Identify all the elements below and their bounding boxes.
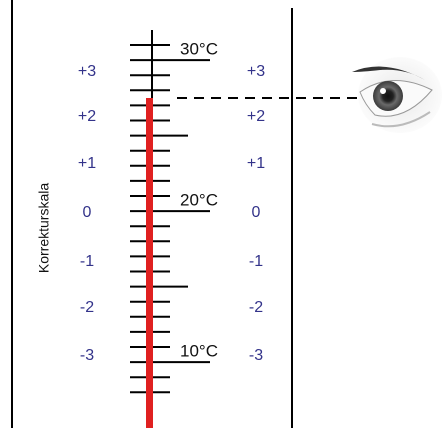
correction-label: +2 [78, 108, 96, 125]
temperature-label: 30°C [180, 39, 218, 58]
eye [352, 57, 442, 133]
diagram: Korrekturskala 30°C 20°C 10°C +3 +2 +1 0 -1 -… [0, 0, 443, 428]
correction-label: +3 [247, 63, 265, 80]
correction-label: +3 [78, 63, 96, 80]
correction-scales: +3 +2 +1 0 -1 -2 -3 +3 +2 +1 0 -1 -2 -3 [78, 63, 265, 364]
correction-label: 0 [252, 204, 261, 221]
correction-label: +1 [78, 155, 96, 172]
axis-label: Korrekturskala [36, 183, 52, 273]
mercury-column [146, 98, 153, 428]
page: Korrekturskala 30°C 20°C 10°C +3 +2 +1 0 -1 -… [0, 0, 443, 428]
correction-label: 0 [83, 204, 92, 221]
correction-label: +1 [247, 155, 265, 172]
correction-label: -3 [80, 347, 94, 364]
correction-label: -1 [249, 253, 263, 270]
temperature-label: 10°C [180, 341, 218, 360]
correction-label: -2 [249, 299, 263, 316]
correction-label: -3 [249, 347, 263, 364]
correction-label: -2 [80, 299, 94, 316]
correction-label: +2 [247, 108, 265, 125]
correction-label: -1 [80, 253, 94, 270]
temperature-label: 20°C [180, 190, 218, 209]
